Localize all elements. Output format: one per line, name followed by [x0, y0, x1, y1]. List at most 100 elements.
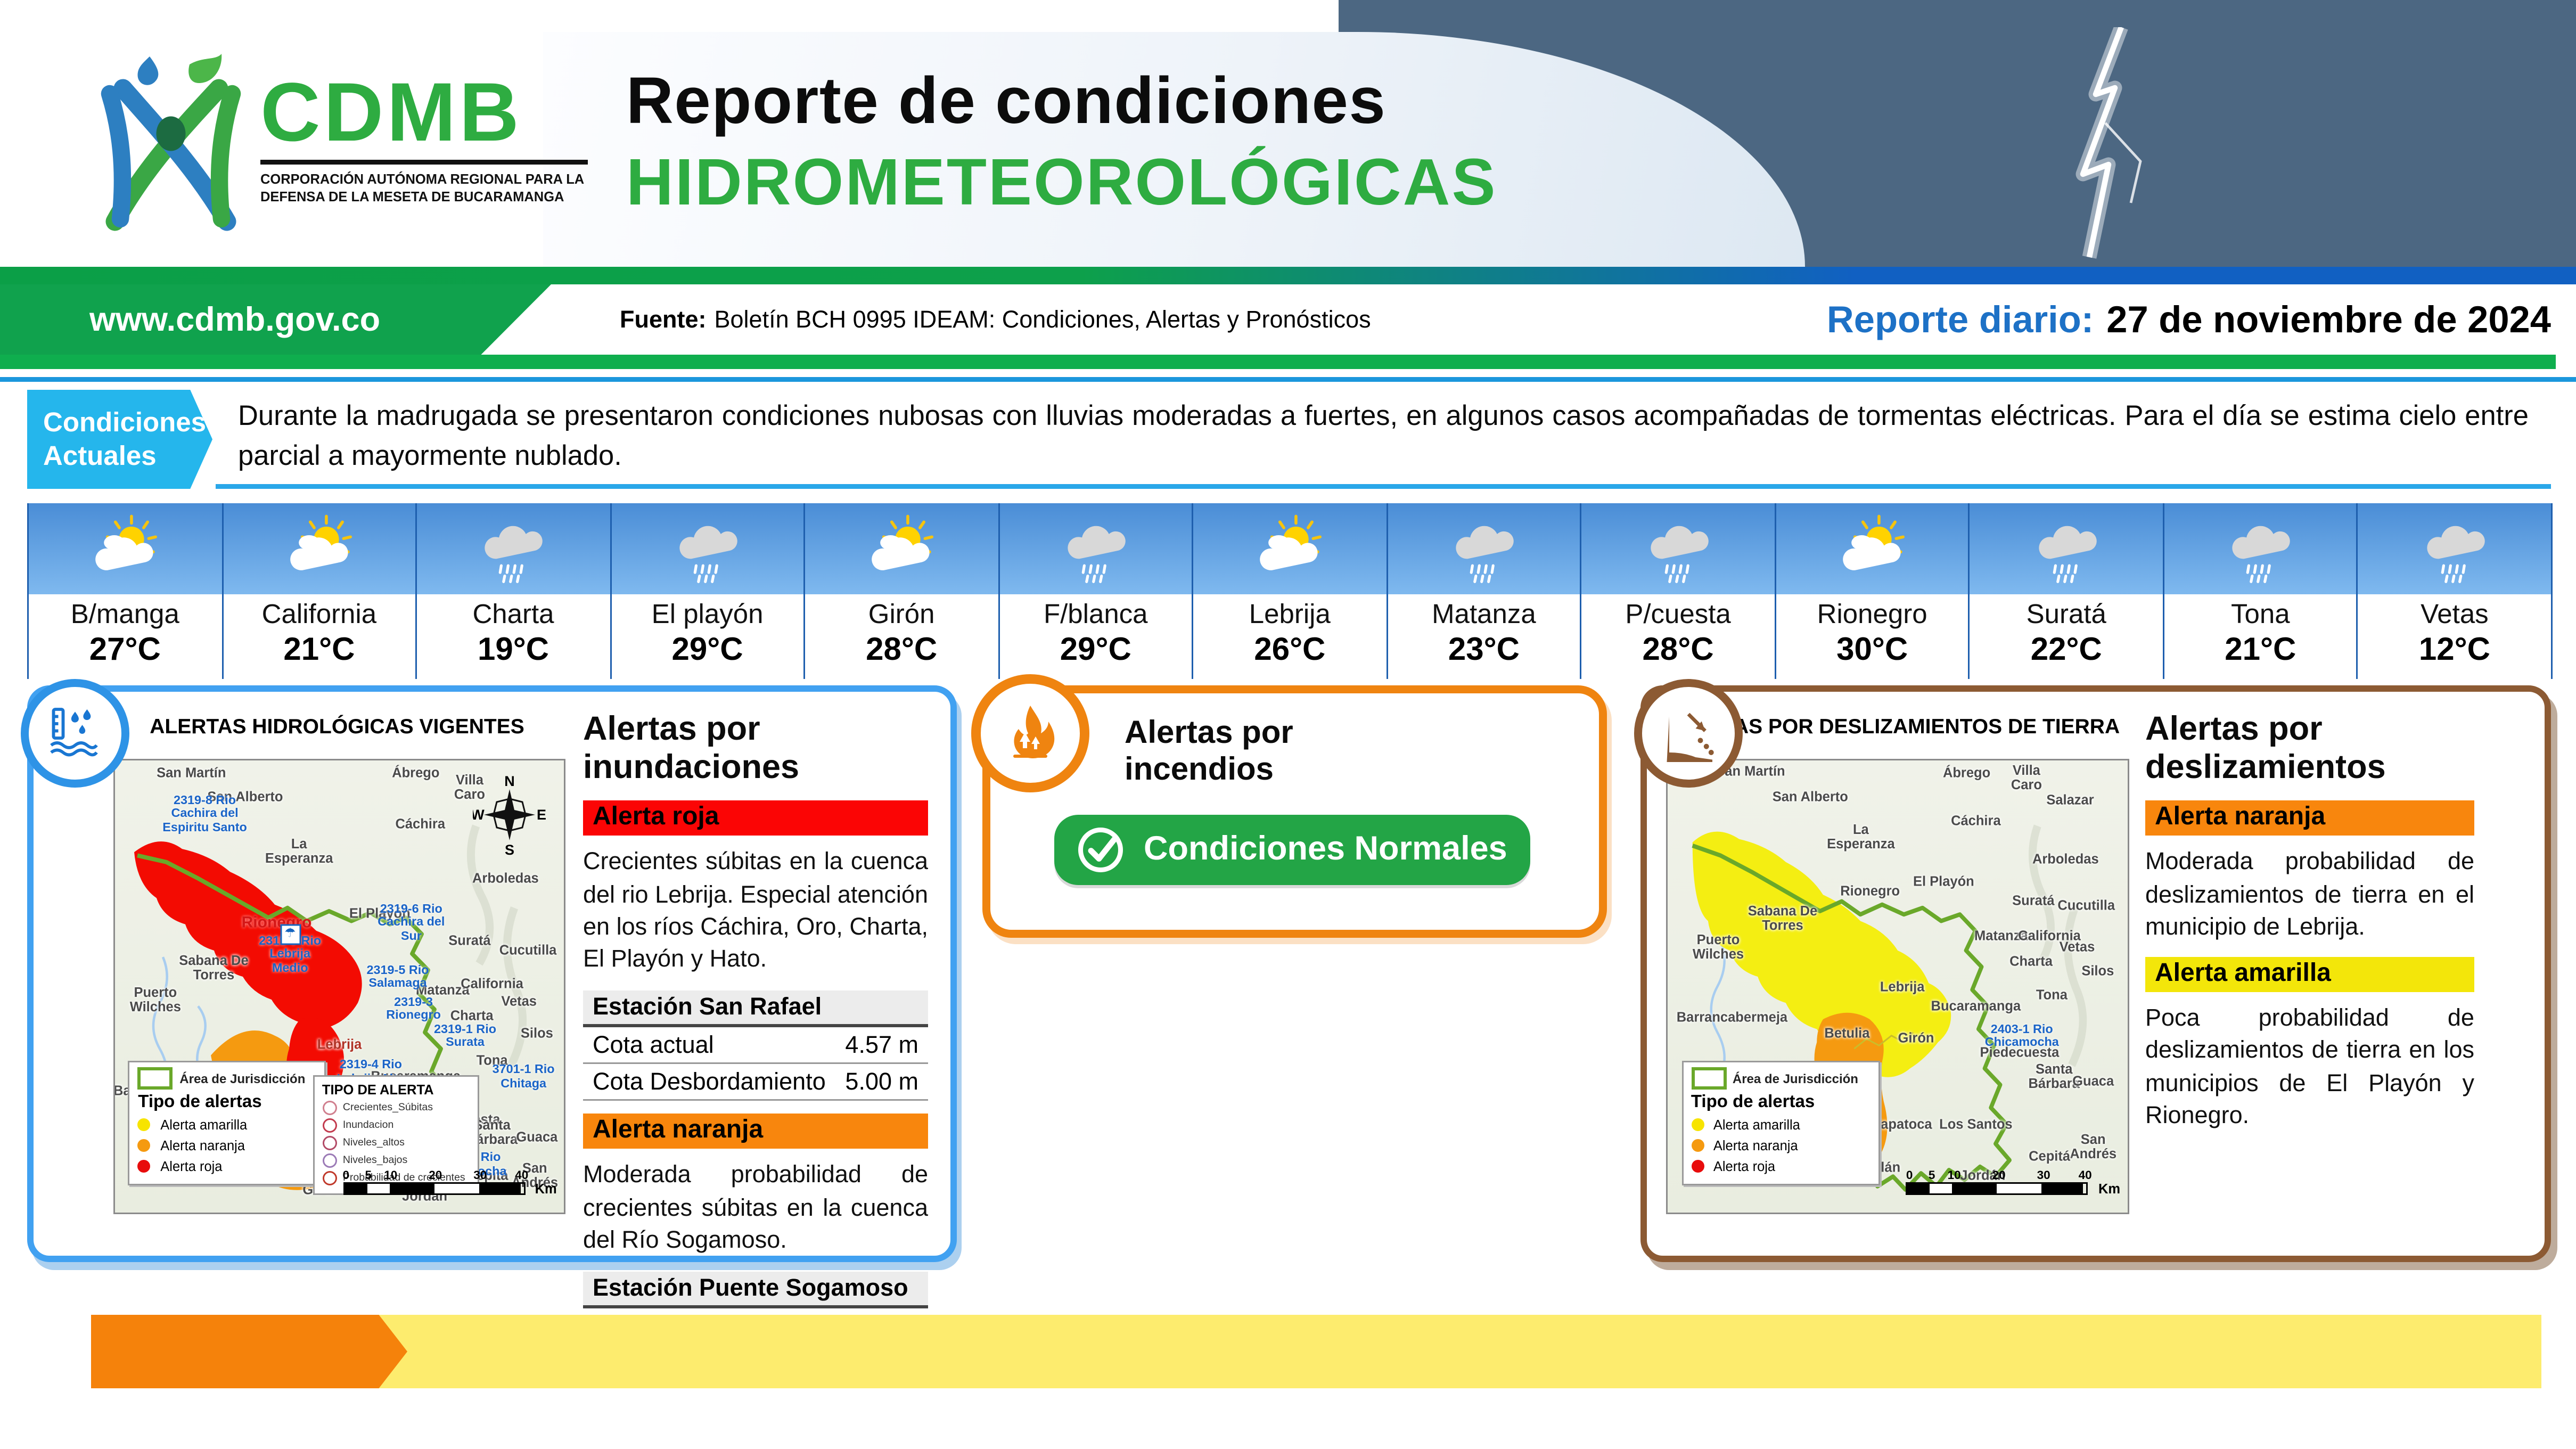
map-place-label: Charta: [450, 1007, 494, 1024]
map-place-label: Tona: [476, 1052, 508, 1069]
scale-tick: 10: [1947, 1167, 1961, 1182]
red-alert-band: Alerta roja: [583, 800, 928, 836]
jurisdiction-label: Área de Jurisdicción: [1732, 1071, 1858, 1086]
header-title-panel: Reporte de condiciones HIDROMETEOROLÓGIC…: [543, 32, 1805, 267]
current-conditions-tag-label: Condiciones Actuales: [43, 407, 207, 471]
svg-text:E: E: [536, 807, 546, 823]
map-place-label: Matanza: [416, 982, 470, 998]
map-place-label: La Esperanza: [1827, 821, 1895, 852]
map-station-label: 2319-3 Rionegro: [386, 994, 441, 1022]
landslide-alerts-details: Alertas por deslizamientos Alerta naranj…: [2145, 711, 2474, 1133]
normal-conditions-label: Condiciones Normales: [1144, 831, 1507, 867]
map-place-label: Los Santos: [1939, 1116, 2013, 1132]
svg-text:N: N: [504, 774, 515, 790]
weather-city: P/cuesta: [1625, 599, 1731, 629]
legend-item: Alerta roja: [1713, 1158, 1776, 1175]
map-place-label: Ábrego: [392, 765, 440, 782]
weather-city: Rionegro: [1817, 599, 1927, 629]
map-station-label: 3701-1 Rio Chitaga: [492, 1062, 555, 1090]
weather-icon: [223, 503, 416, 594]
map-place-label: Rionegro: [1840, 882, 1900, 899]
map-place-label: Cucutilla: [499, 942, 557, 958]
alert-type-icon: [322, 1170, 337, 1185]
red-alert-dot: [1691, 1160, 1704, 1173]
scale-tick: 5: [1928, 1167, 1935, 1182]
legend-title: Tipo de alertas: [1691, 1093, 1815, 1112]
orange-alert-band: Alerta naranja: [583, 1114, 928, 1149]
orange-alert-text: Moderada probabilidad de crecientes súbi…: [583, 1161, 928, 1254]
weather-cell: Vetas 12°C: [2358, 503, 2553, 679]
weather-temp: 26°C: [1254, 633, 1326, 668]
yellow-alert-dot: [1691, 1118, 1704, 1132]
landslide-alert-map: San Martín San Alberto Ábrego Villa Caro…: [1666, 759, 2129, 1214]
alert-type-legend: TIPO DE ALERTA Crecientes_Súbitas Inunda…: [312, 1075, 479, 1195]
map-place-label: Piedecuesta: [1980, 1043, 2060, 1060]
map-place-label: Lebrija: [317, 1036, 362, 1053]
flood-alerts-title: Alertas por inundaciones: [583, 711, 800, 787]
weather-temp: 12°C: [2418, 633, 2490, 668]
map-station-label: 2319-6 Rio Cachira del Sur: [378, 901, 445, 943]
scale-tick: 5: [365, 1167, 372, 1182]
map-place-label: Suratá: [448, 932, 491, 949]
map-place-label: El Playón: [349, 905, 411, 922]
header-divider-stripe: [0, 267, 2576, 284]
weather-icon: [1776, 503, 1968, 594]
weather-city: Vetas: [2421, 599, 2489, 629]
weather-icon: [611, 503, 804, 594]
map-place-label: San Andrés: [2070, 1131, 2117, 1161]
map-place-label: Guaca: [516, 1129, 558, 1145]
flood-map-title: ALERTAS HIDROLÓGICAS VIGENTES: [150, 714, 524, 738]
map-place-label: Charta: [2009, 953, 2053, 969]
map-place-label: Cepitá: [2029, 1147, 2071, 1164]
report-date-line: Reporte diario: 27 de noviembre de 2024: [1827, 284, 2551, 356]
map-place-label: Santa Bárbara: [2028, 1061, 2080, 1092]
landslide-icon: [1634, 679, 1743, 788]
orange-alert-dot: [1691, 1139, 1704, 1152]
recommendations-box: [375, 1315, 2541, 1388]
map-place-label: Cáchira: [1951, 813, 2001, 829]
alert-type-icon: [322, 1118, 337, 1133]
red-alert-text: Crecientes súbitas en la cuenca del rio …: [583, 848, 928, 973]
scale-tick: 30: [473, 1167, 487, 1182]
compass-rose-icon: N S W E: [472, 774, 546, 857]
source-label: Fuente:: [620, 307, 707, 334]
svg-text:S: S: [504, 842, 514, 857]
report-date-value: 27 de noviembre de 2024: [2106, 299, 2551, 340]
flood-alert-map: San Martín San Alberto Ábrego Villa Caro…: [113, 759, 565, 1214]
alert-type-title: TIPO DE ALERTA: [322, 1081, 434, 1098]
yellow-alert-dot: [138, 1118, 151, 1132]
jurisdiction-swatch: [1691, 1067, 1726, 1090]
jurisdiction-swatch: [138, 1067, 174, 1090]
weather-icon: [1581, 503, 1775, 594]
weather-cell: B/manga 27°C: [29, 503, 223, 679]
map-place-label: California: [461, 975, 523, 992]
weather-cell: P/cuesta 28°C: [1581, 503, 1776, 679]
weather-icon: [2164, 503, 2357, 594]
row-value: 4.57 m: [845, 1032, 918, 1059]
map-place-label: Guaca: [2072, 1073, 2114, 1089]
map-legend: Área de Jurisdicción Tipo de alertas Ale…: [1681, 1061, 1880, 1186]
weather-cell: Rionegro 30°C: [1776, 503, 1970, 679]
weather-city: Charta: [472, 599, 554, 629]
weather-city: Tona: [2231, 599, 2290, 629]
website-link[interactable]: www.cdmb.gov.co: [89, 301, 381, 338]
weather-icon: [999, 503, 1192, 594]
map-place-label: Betulia: [1824, 1025, 1870, 1042]
weather-icon: [1388, 503, 1580, 594]
scale-tick: 10: [384, 1167, 398, 1182]
map-place-label: Zapatoca: [1872, 1116, 1932, 1132]
alert-type-icon: [322, 1135, 337, 1150]
map-place-label: Salazar: [2046, 792, 2094, 809]
map-place-label: Tona: [2036, 987, 2068, 1003]
map-station-label: 2319-8 Rio Cachira del Espiritu Santo: [162, 793, 247, 834]
svg-text:W: W: [472, 807, 484, 823]
scale-tick: 0: [1906, 1167, 1913, 1182]
weather-city: Lebrija: [1249, 599, 1331, 629]
map-place-label: Puerto Wilches: [1692, 932, 1744, 963]
rain-station-icon: ☂: [280, 924, 301, 945]
weather-cell: Lebrija 26°C: [1193, 503, 1388, 679]
red-alert-dot: [138, 1160, 151, 1173]
map-place-label: San Alberto: [207, 788, 283, 804]
map-place-label: La Esperanza: [265, 835, 333, 865]
map-station-label: 2319-5 Rio Salamaga: [366, 962, 429, 990]
